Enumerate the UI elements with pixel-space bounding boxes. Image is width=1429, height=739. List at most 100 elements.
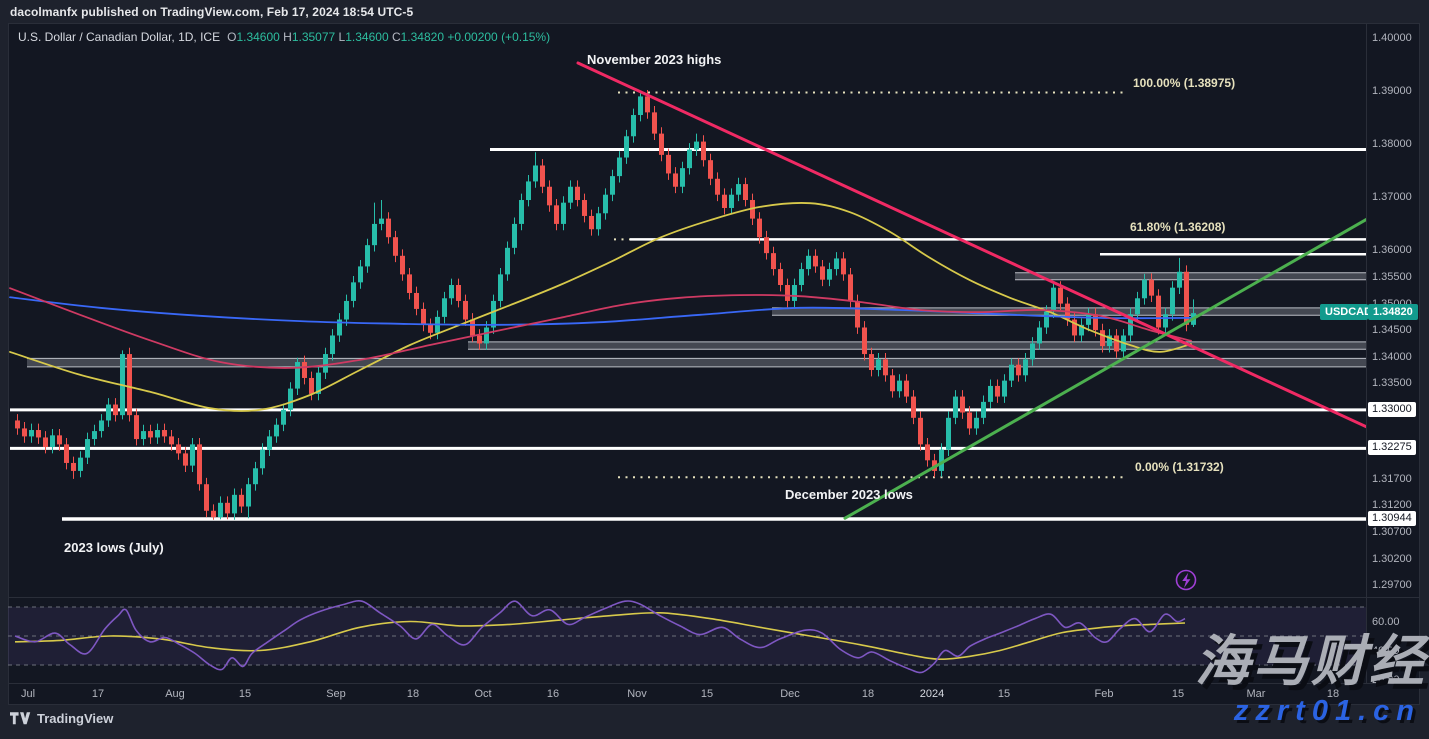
candle[interactable] — [1149, 273, 1154, 303]
candle[interactable] — [127, 347, 132, 422]
candle[interactable] — [106, 398, 111, 427]
candle[interactable] — [554, 198, 559, 231]
candle[interactable] — [92, 424, 97, 446]
candle[interactable] — [288, 382, 293, 417]
candle[interactable] — [666, 148, 671, 180]
candle[interactable] — [925, 437, 930, 467]
lightning-icon[interactable] — [1175, 569, 1197, 591]
candle[interactable] — [869, 347, 874, 377]
candle[interactable] — [519, 193, 524, 231]
candle[interactable] — [995, 379, 1000, 403]
candle[interactable] — [1163, 307, 1168, 334]
uptrend-trendline[interactable] — [843, 213, 1378, 520]
candle[interactable] — [680, 161, 685, 194]
candle[interactable] — [148, 424, 153, 444]
candle[interactable] — [498, 268, 503, 308]
candle[interactable] — [988, 379, 993, 409]
candle[interactable] — [897, 374, 902, 398]
candle[interactable] — [1009, 358, 1014, 387]
candle[interactable] — [1184, 265, 1189, 332]
candle[interactable] — [904, 374, 909, 403]
candle[interactable] — [911, 390, 916, 425]
candle[interactable] — [526, 175, 531, 207]
candle[interactable] — [260, 443, 265, 475]
candle[interactable] — [113, 398, 118, 422]
candle[interactable] — [386, 212, 391, 244]
crimson-ma[interactable] — [9, 287, 1192, 369]
symbol-legend[interactable]: U.S. Dollar / Canadian Dollar, 1D, ICE O… — [18, 30, 550, 44]
candle[interactable] — [694, 133, 699, 156]
candle[interactable] — [232, 488, 237, 520]
candle[interactable] — [974, 411, 979, 435]
candle[interactable] — [225, 496, 230, 520]
candle[interactable] — [547, 180, 552, 212]
candle[interactable] — [463, 294, 468, 326]
candle[interactable] — [253, 461, 258, 491]
candle[interactable] — [1177, 257, 1182, 295]
candle[interactable] — [1037, 321, 1042, 350]
candle[interactable] — [414, 286, 419, 316]
candle[interactable] — [701, 135, 706, 167]
candle[interactable] — [36, 423, 41, 444]
candle[interactable] — [323, 347, 328, 380]
candle[interactable] — [813, 249, 818, 273]
candle[interactable] — [596, 206, 601, 236]
candle[interactable] — [393, 230, 398, 263]
candle[interactable] — [967, 406, 972, 435]
candle[interactable] — [827, 262, 832, 287]
candle[interactable] — [617, 151, 622, 183]
candle[interactable] — [939, 443, 944, 477]
candle[interactable] — [1135, 291, 1140, 321]
candle[interactable] — [883, 353, 888, 382]
candle[interactable] — [99, 414, 104, 438]
candle[interactable] — [533, 152, 538, 188]
candle[interactable] — [239, 488, 244, 513]
candle[interactable] — [295, 357, 300, 395]
candle[interactable] — [624, 129, 629, 164]
downtrend-trendline[interactable] — [576, 61, 1378, 432]
candle[interactable] — [176, 437, 181, 460]
candle[interactable] — [799, 262, 804, 292]
candle[interactable] — [862, 321, 867, 361]
candle[interactable] — [603, 188, 608, 220]
candle[interactable] — [855, 294, 860, 334]
candle[interactable] — [1030, 337, 1035, 366]
candle[interactable] — [652, 105, 657, 140]
candle[interactable] — [708, 153, 713, 186]
candle[interactable] — [407, 268, 412, 300]
candle[interactable] — [421, 302, 426, 332]
candle[interactable] — [29, 423, 34, 443]
candle[interactable] — [736, 177, 741, 202]
candle[interactable] — [561, 196, 566, 231]
candle[interactable] — [589, 209, 594, 236]
candle[interactable] — [1100, 323, 1105, 353]
pane-separator[interactable] — [8, 597, 1420, 598]
candle[interactable] — [505, 241, 510, 281]
candle[interactable] — [1107, 329, 1112, 353]
candle[interactable] — [834, 252, 839, 276]
candle[interactable] — [155, 423, 160, 444]
candle[interactable] — [568, 180, 573, 210]
candle[interactable] — [512, 217, 517, 255]
candle[interactable] — [820, 260, 825, 287]
candle[interactable] — [400, 249, 405, 281]
candle[interactable] — [1191, 299, 1196, 327]
candle[interactable] — [785, 278, 790, 308]
sr-zone[interactable] — [27, 358, 1366, 367]
candle[interactable] — [540, 159, 545, 194]
candle[interactable] — [57, 428, 62, 451]
candle[interactable] — [582, 193, 587, 223]
candle[interactable] — [491, 294, 496, 334]
candle[interactable] — [771, 246, 776, 276]
candle[interactable] — [890, 368, 895, 398]
candle[interactable] — [778, 262, 783, 292]
candle[interactable] — [575, 180, 580, 207]
sr-zone[interactable] — [1015, 272, 1366, 280]
candle[interactable] — [169, 430, 174, 451]
sr-zone[interactable] — [468, 341, 1366, 350]
candle[interactable] — [351, 275, 356, 308]
candle[interactable] — [484, 321, 489, 350]
candle[interactable] — [365, 238, 370, 273]
candle[interactable] — [1051, 281, 1056, 318]
candle[interactable] — [610, 169, 615, 202]
